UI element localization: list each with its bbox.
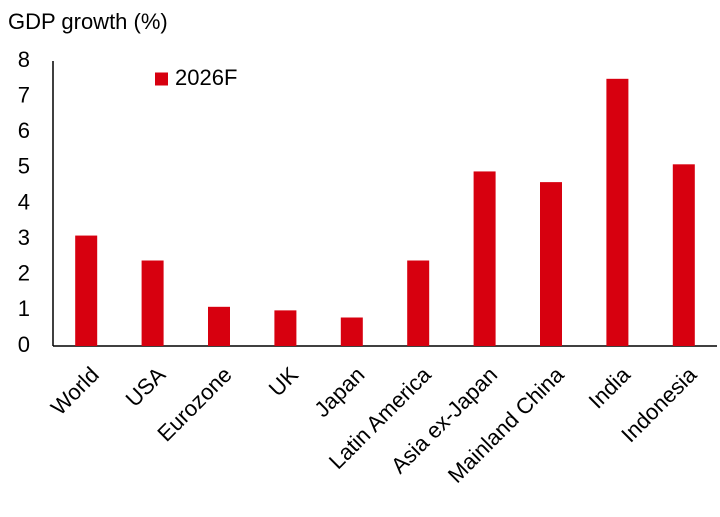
y-tick-label: 2	[18, 261, 30, 286]
x-tick-label: India	[584, 361, 636, 413]
bar	[141, 260, 164, 346]
bar	[75, 235, 98, 346]
y-tick-label: 6	[18, 118, 30, 143]
bar	[606, 78, 629, 346]
x-tick-label: World	[46, 362, 104, 420]
x-tick-label: UK	[264, 362, 304, 402]
x-tick-label: Japan	[309, 362, 369, 422]
bar	[208, 306, 230, 346]
chart-title: GDP growth (%)	[8, 9, 168, 34]
legend-swatch	[155, 72, 168, 86]
bar	[340, 317, 363, 346]
bar	[473, 171, 496, 346]
bar	[672, 164, 695, 346]
bar	[274, 310, 297, 346]
x-tick-label: Mainland China	[443, 361, 569, 487]
bar	[407, 260, 430, 346]
y-tick-label: 0	[18, 332, 30, 357]
y-tick-label: 7	[18, 82, 30, 107]
y-tick-label: 8	[18, 47, 30, 72]
y-tick-label: 5	[18, 154, 30, 179]
bar	[540, 182, 562, 346]
y-tick-label: 3	[18, 225, 30, 250]
legend-label: 2026F	[175, 65, 237, 90]
y-tick-label: 4	[18, 189, 30, 214]
x-tick-label: USA	[121, 362, 171, 412]
y-tick-label: 1	[18, 296, 30, 321]
